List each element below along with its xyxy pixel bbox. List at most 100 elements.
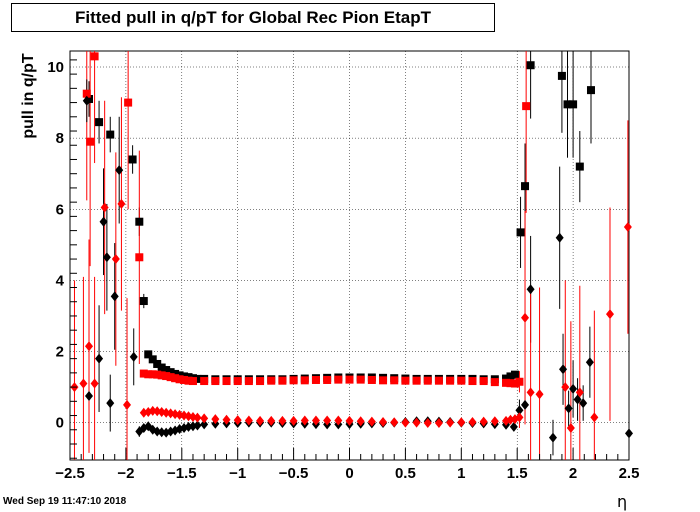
square-marker [82,89,91,98]
chart-title: Fitted pull in q/pT for Global Rec Pion … [11,3,495,32]
square-marker [188,377,197,386]
square-marker [510,379,519,388]
square-marker [515,377,524,386]
square-marker [289,376,298,385]
diamond-marker [623,222,632,233]
square-marker [86,137,95,146]
diamond-marker [490,416,499,427]
diamond-marker [457,417,466,428]
square-marker [95,118,104,127]
square-marker [139,297,148,306]
square-marker [256,377,265,386]
square-marker [586,86,595,95]
diamond-marker [605,309,614,320]
y-tick-label: 0 [56,415,64,432]
square-marker [180,375,189,384]
y-tick-label: 6 [56,201,64,218]
diamond-marker [515,412,524,423]
square-marker [468,377,477,386]
square-marker [563,100,572,109]
diamond-marker [590,412,599,423]
diamond-marker [244,415,253,426]
diamond-marker [356,416,365,427]
diamond-marker [521,312,530,323]
square-marker [144,350,153,359]
diamond-marker [99,216,108,227]
square-marker [423,376,432,385]
square-marker [379,376,388,385]
diamond-marker [585,357,594,368]
diamond-marker [90,378,99,389]
diamond-marker [561,382,570,393]
square-marker [323,375,332,384]
square-marker [557,71,566,80]
square-marker [506,372,515,381]
diamond-marker [423,418,432,429]
diamond-marker [566,422,575,433]
diamond-marker [367,416,376,427]
square-marker [124,98,133,107]
square-marker [166,373,175,382]
diamond-marker [323,415,332,426]
square-marker [506,379,515,388]
diamond-marker [200,413,209,424]
diamond-marker [123,399,132,410]
square-marker [139,369,148,378]
diamond-marker [102,252,111,263]
square-marker [267,376,276,385]
square-marker [211,377,220,386]
grid [70,51,629,460]
square-marker [334,375,343,384]
x-tick-label: 0.5 [395,465,416,482]
diamond-marker [222,414,231,425]
diamond-marker [85,390,94,401]
diamond-marker [569,383,578,394]
square-marker [300,376,309,385]
x-tick-label: 0 [345,465,353,482]
square-marker [516,228,525,237]
diamond-marker [555,232,564,243]
square-marker [278,376,287,385]
x-tick-label: −2 [117,465,134,482]
diamond-marker [100,202,109,213]
square-marker [135,217,144,226]
square-marker [356,375,365,384]
diamond-marker [521,399,530,410]
diamond-marker [233,415,242,426]
square-marker [162,372,171,381]
square-marker [157,363,166,372]
y-tick-label: 10 [47,59,64,76]
square-marker [166,368,175,377]
diamond-marker [311,415,320,426]
x-tick-label: 1 [457,465,465,482]
diamond-marker [468,416,477,427]
square-marker [434,376,443,385]
square-marker [106,130,115,139]
diamond-marker [200,419,209,430]
square-marker [148,355,157,364]
diamond-marker [115,165,124,176]
square-marker [144,370,153,379]
square-marker [502,374,511,383]
square-marker [244,377,253,386]
timestamp: Wed Sep 19 11:47:10 2018 [3,496,127,507]
square-marker [490,378,499,387]
x-tick-label: 2.5 [619,465,640,482]
square-marker [510,370,519,379]
y-tick-label: 2 [56,344,64,361]
diamond-marker [193,420,202,431]
square-marker [200,377,209,386]
diamond-marker [334,415,343,426]
square-marker [521,182,530,191]
square-marker [401,376,410,385]
x-tick-label: −1 [229,465,246,482]
diamond-marker [117,198,126,209]
diamond-marker [559,364,568,375]
square-marker [345,375,354,384]
square-marker [575,162,584,171]
square-marker [233,377,242,386]
diamond-marker [129,351,138,362]
diamond-marker [278,415,287,426]
square-marker [148,370,157,379]
x-axis-label: η [617,492,628,511]
